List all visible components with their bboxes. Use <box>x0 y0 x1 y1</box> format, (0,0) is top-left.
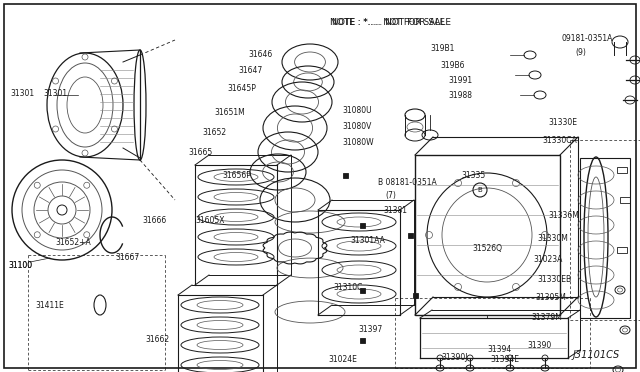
Text: 31336M: 31336M <box>548 211 579 219</box>
Bar <box>620 197 630 203</box>
Bar <box>408 232 413 237</box>
Bar <box>617 247 627 253</box>
Text: 31390J: 31390J <box>441 353 467 362</box>
Bar <box>617 167 627 173</box>
Text: NOTE : *..... NOT FOR SALE: NOTE : *..... NOT FOR SALE <box>330 17 451 26</box>
Text: (7): (7) <box>385 190 396 199</box>
Text: 31667: 31667 <box>115 253 140 263</box>
Text: 31645P: 31645P <box>227 83 256 93</box>
Text: 31301: 31301 <box>43 89 67 97</box>
Text: 31381: 31381 <box>383 205 407 215</box>
Text: NOTE : *..... NOT FOR SALE: NOTE : *..... NOT FOR SALE <box>332 17 445 26</box>
Text: 31080U: 31080U <box>342 106 372 115</box>
Text: 31330M: 31330M <box>537 234 568 243</box>
Text: 319B1: 319B1 <box>430 44 454 52</box>
Text: 31651M: 31651M <box>214 108 244 116</box>
Text: 31646: 31646 <box>248 49 272 58</box>
Text: 31605X: 31605X <box>195 215 225 224</box>
Text: 31988: 31988 <box>448 90 472 99</box>
Text: 31024E: 31024E <box>328 356 357 365</box>
Text: 31652: 31652 <box>202 128 226 137</box>
Text: 09181-0351A: 09181-0351A <box>562 33 613 42</box>
Bar <box>342 173 348 177</box>
Bar <box>415 155 560 315</box>
Text: 31305M: 31305M <box>535 294 566 302</box>
Text: B: B <box>477 187 483 193</box>
Text: 319B6: 319B6 <box>440 61 465 70</box>
Text: 31301: 31301 <box>10 89 34 97</box>
Bar <box>360 222 365 228</box>
Text: 31526Q: 31526Q <box>472 244 502 253</box>
Text: 31394: 31394 <box>487 346 511 355</box>
Text: 31100: 31100 <box>8 260 32 269</box>
Text: 31390: 31390 <box>527 340 551 350</box>
Text: J31101CS: J31101CS <box>573 350 620 360</box>
Text: 31301AA: 31301AA <box>350 235 385 244</box>
Bar <box>580 158 630 318</box>
Bar <box>360 337 365 343</box>
Text: 31100: 31100 <box>8 260 32 269</box>
Text: B 08181-0351A: B 08181-0351A <box>378 177 436 186</box>
Text: 31335: 31335 <box>461 170 485 180</box>
Text: 31991: 31991 <box>448 76 472 84</box>
Text: 31330E: 31330E <box>548 118 577 126</box>
Text: 31411E: 31411E <box>35 301 64 310</box>
Text: 31665: 31665 <box>188 148 212 157</box>
Text: 31023A: 31023A <box>533 256 563 264</box>
Text: 31656P: 31656P <box>222 170 251 180</box>
Text: 31330EB: 31330EB <box>537 276 571 285</box>
Text: 31652+A: 31652+A <box>55 237 91 247</box>
Text: 31666: 31666 <box>142 215 166 224</box>
Text: 31647: 31647 <box>238 65 262 74</box>
Bar <box>360 288 365 292</box>
Text: 31080W: 31080W <box>342 138 374 147</box>
Text: 31330CA: 31330CA <box>542 135 577 144</box>
Text: 31394E: 31394E <box>490 356 519 365</box>
Bar <box>413 292 417 298</box>
Text: 31310C: 31310C <box>333 283 362 292</box>
Text: 31080V: 31080V <box>342 122 371 131</box>
Text: (9): (9) <box>575 48 586 57</box>
Text: 31397: 31397 <box>358 326 382 334</box>
Text: 31662: 31662 <box>145 336 169 344</box>
Text: 31379M: 31379M <box>531 314 562 323</box>
